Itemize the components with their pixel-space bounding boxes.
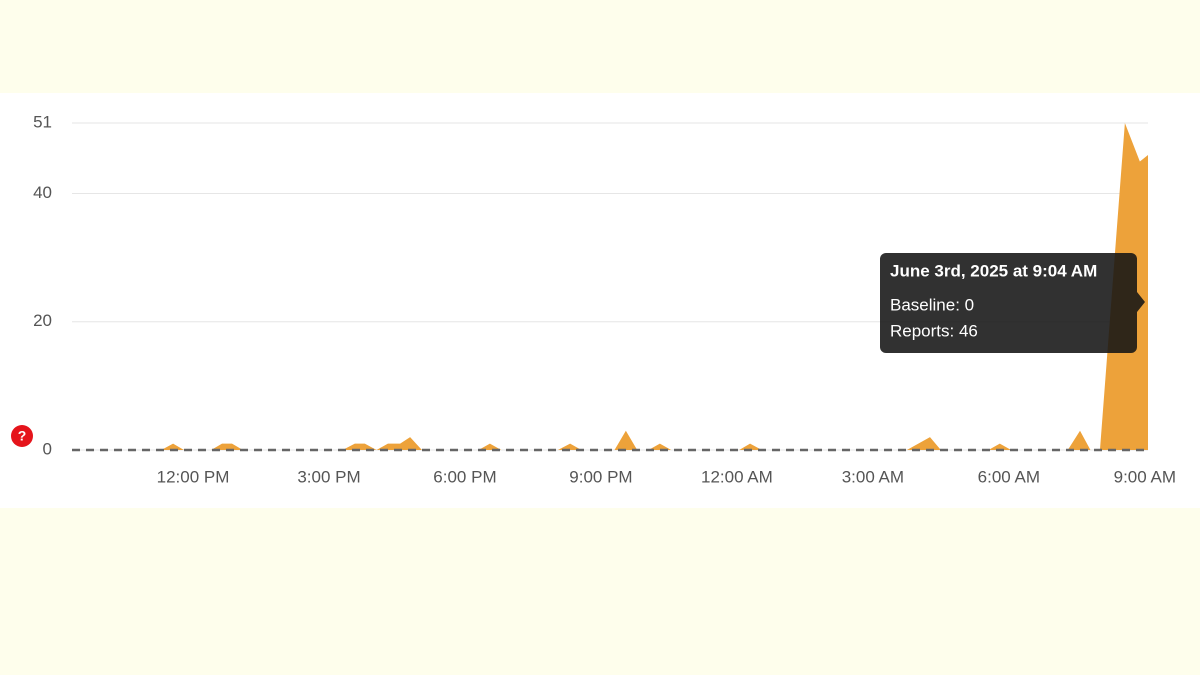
y-tick-label: 40 <box>33 183 52 202</box>
x-tick-label: 9:00 PM <box>569 467 632 486</box>
help-icon[interactable] <box>11 425 33 447</box>
x-tick-label: 3:00 AM <box>842 467 904 486</box>
y-tick-label: 20 <box>33 311 52 330</box>
x-tick-label: 3:00 PM <box>297 467 360 486</box>
tooltip-line: Baseline: 0 <box>890 295 974 314</box>
y-tick-label: 51 <box>33 112 52 131</box>
x-tick-label: 12:00 AM <box>701 467 773 486</box>
tooltip-title: June 3rd, 2025 at 9:04 AM <box>890 261 1097 280</box>
x-tick-label: 6:00 PM <box>433 467 496 486</box>
tooltip-box <box>880 253 1137 353</box>
y-tick-label: 0 <box>43 439 52 458</box>
help-icon-text[interactable]: ? <box>18 428 27 444</box>
x-tick-label: 9:00 AM <box>1114 467 1176 486</box>
x-tick-label: 12:00 PM <box>157 467 230 486</box>
x-tick-label: 6:00 AM <box>978 467 1040 486</box>
tooltip-arrow <box>1137 292 1145 312</box>
tooltip-line: Reports: 46 <box>890 321 978 340</box>
